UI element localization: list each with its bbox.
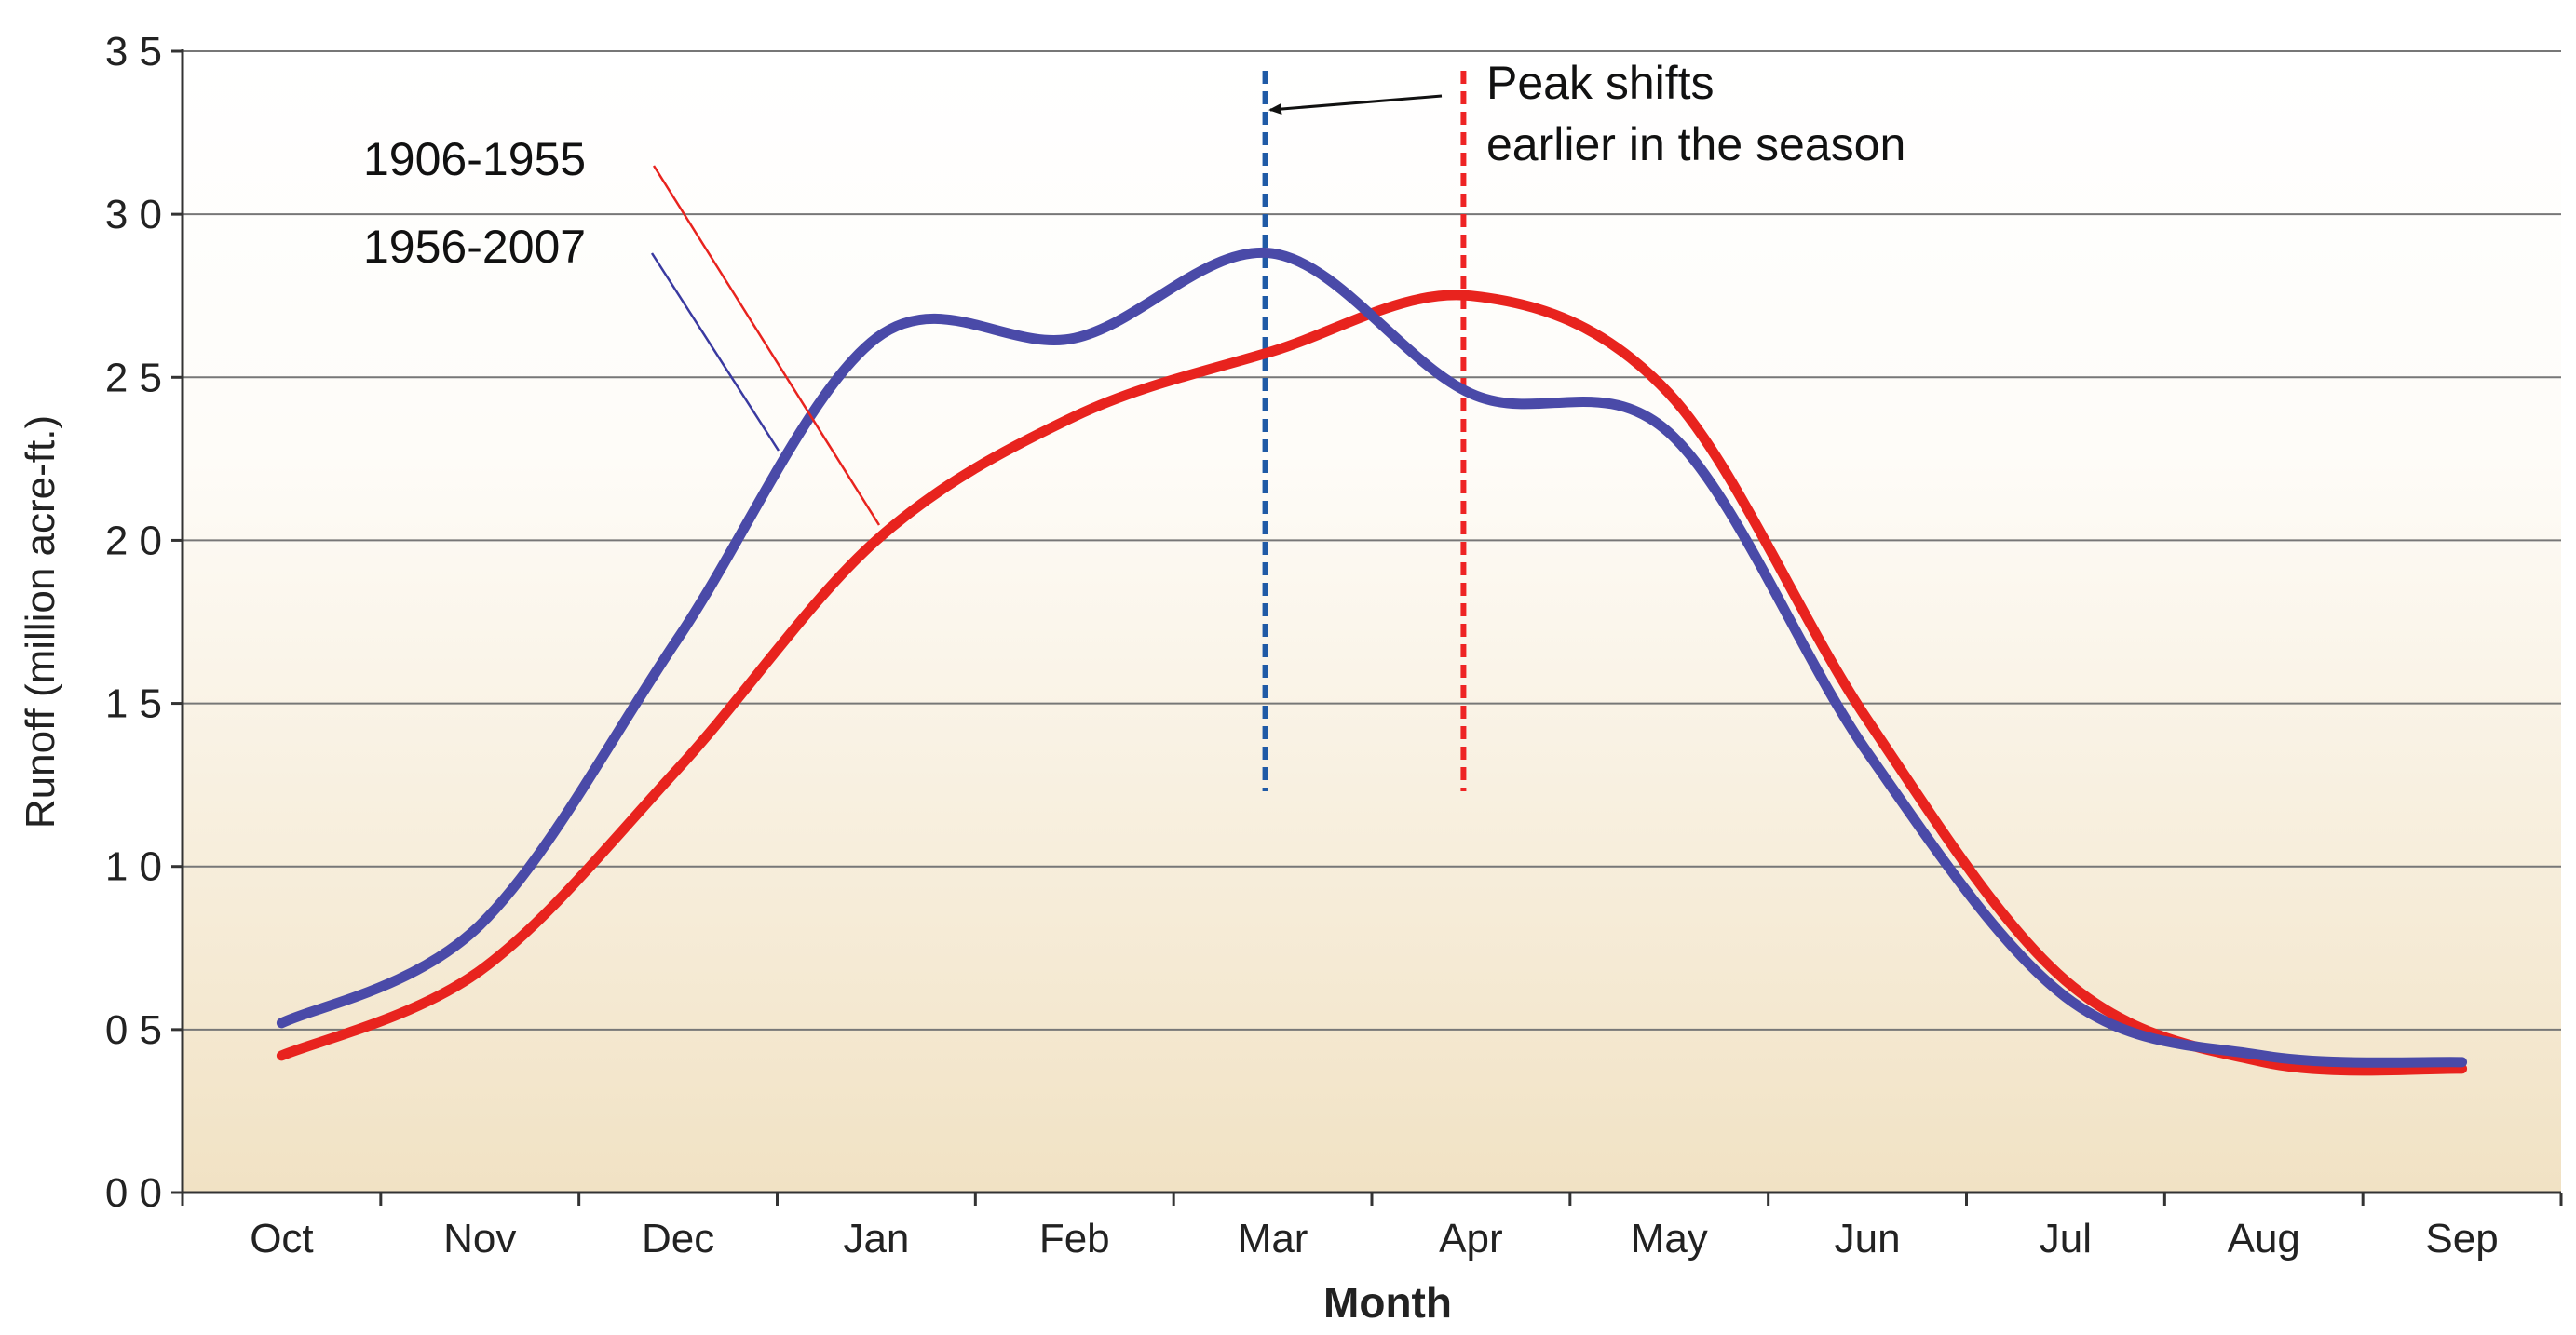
x-tick-label-dec: Dec <box>642 1216 714 1261</box>
x-axis-title: Month <box>1323 1278 1452 1327</box>
x-tick-label-feb: Feb <box>1039 1216 1110 1261</box>
x-tick-label-mar: Mar <box>1238 1216 1308 1261</box>
legend-1906-1955: 1906-1955 <box>363 133 881 526</box>
peak-annotation: Peak shifts earlier in the season <box>1268 57 1905 170</box>
x-tick-label-nov: Nov <box>443 1216 516 1261</box>
annotation-line-2: earlier in the season <box>1486 118 1905 170</box>
y-tick-label-7: 3 5 <box>105 29 162 74</box>
series-line-1956-2007 <box>276 247 2468 1068</box>
x-tick-label-jun: Jun <box>1835 1216 1901 1261</box>
x-tick-label-aug: Aug <box>2228 1216 2300 1261</box>
y-tick-label-4: 2 0 <box>105 518 162 563</box>
plot-background <box>183 51 2561 1193</box>
y-tick-labels: 0 0 0 5 1 0 1 5 2 0 2 5 3 0 3 5 <box>105 29 162 1216</box>
y-tick-label-5: 2 5 <box>105 355 162 400</box>
legend-leader-1906-1955 <box>652 165 881 526</box>
x-tick-label-oct: Oct <box>250 1216 313 1261</box>
legend-leader-1956-2007 <box>650 252 780 452</box>
series-line-1906-1955 <box>276 290 2468 1076</box>
reference-lines <box>1262 71 1467 791</box>
x-tick-label-may: May <box>1631 1216 1708 1261</box>
x-tick-label-sep: Sep <box>2425 1216 2498 1261</box>
y-tick-label-0: 0 0 <box>105 1170 162 1216</box>
x-tick-label-jul: Jul <box>2040 1216 2092 1261</box>
gridlines <box>183 50 2561 1031</box>
legend-label-1956-2007: 1956-2007 <box>363 221 586 273</box>
x-tick-label-jan: Jan <box>843 1216 909 1261</box>
series-lines <box>276 247 2468 1076</box>
y-axis-title: Runoff (million acre-ft.) <box>18 415 63 829</box>
x-tick-labels: Oct Nov Dec Jan Feb Mar Apr May Jun Jul Aug Sep <box>250 1216 2499 1261</box>
legend-label-1906-1955: 1906-1955 <box>363 133 586 185</box>
annotation-line-1: Peak shifts <box>1486 57 1715 109</box>
legend-1956-2007: 1956-2007 <box>363 221 780 452</box>
y-tick-label-2: 1 0 <box>105 844 162 890</box>
y-tick-label-3: 1 5 <box>105 681 162 727</box>
axes <box>171 49 2563 1206</box>
y-tick-label-6: 3 0 <box>105 192 162 237</box>
annotation-arrow <box>1268 94 1443 115</box>
x-tick-label-apr: Apr <box>1439 1216 1502 1261</box>
y-tick-label-1: 0 5 <box>105 1007 162 1053</box>
